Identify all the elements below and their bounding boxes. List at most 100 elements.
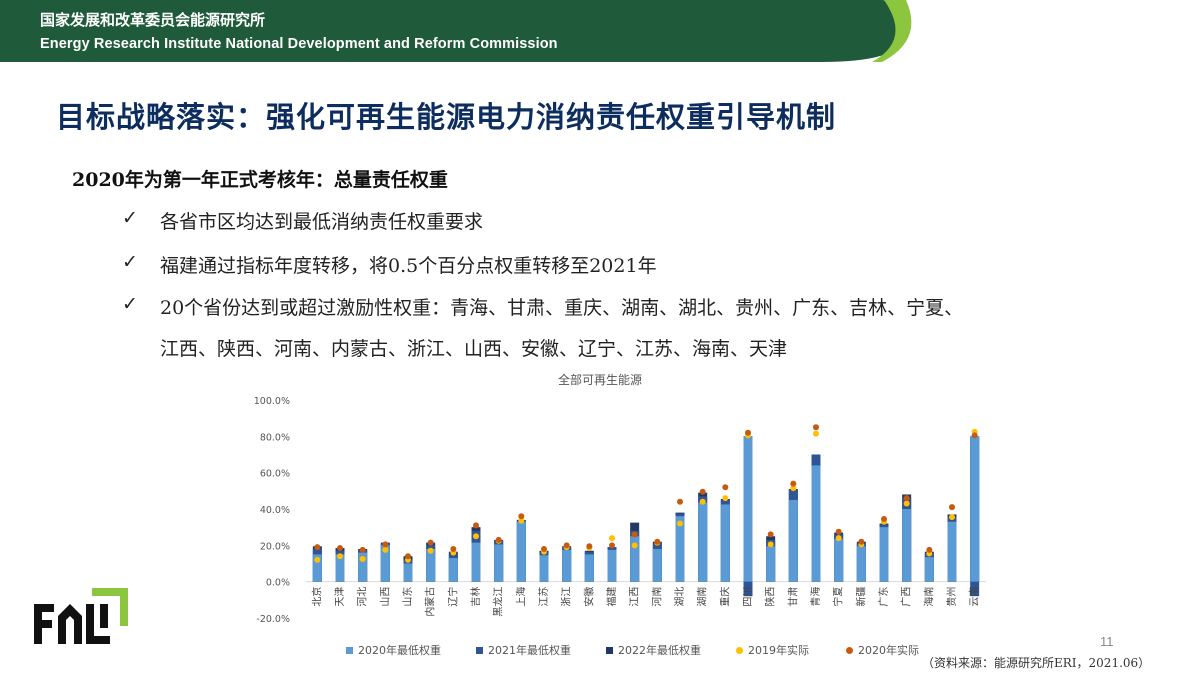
header-light-band bbox=[872, 0, 912, 62]
y-tick-label: 40.0% bbox=[260, 505, 290, 516]
source-note: （资料来源：能源研究所ERI，2021.06） bbox=[922, 656, 1151, 670]
legend-label: 2022年最低权重 bbox=[618, 643, 701, 657]
data-point bbox=[314, 556, 321, 563]
slide-subtitle: 2020年为第一年正式考核年：总量责任权重 bbox=[72, 169, 448, 191]
data-point bbox=[586, 543, 593, 550]
data-point bbox=[631, 542, 638, 549]
x-tick-label: 山东 bbox=[401, 587, 414, 607]
data-point bbox=[563, 542, 570, 549]
legend-swatch bbox=[736, 647, 743, 654]
x-tick-label: 贵州 bbox=[945, 587, 958, 607]
bar bbox=[494, 544, 504, 582]
bar bbox=[471, 542, 481, 582]
x-tick-label: 湖北 bbox=[674, 587, 686, 607]
data-point bbox=[518, 517, 525, 524]
bar bbox=[562, 549, 572, 582]
bar bbox=[788, 499, 798, 582]
data-point bbox=[835, 528, 842, 535]
data-point bbox=[903, 495, 910, 502]
bar bbox=[811, 465, 821, 582]
x-tick-label: 广西 bbox=[901, 587, 913, 607]
data-point bbox=[745, 429, 751, 436]
data-point bbox=[677, 498, 683, 505]
data-point bbox=[427, 539, 434, 546]
y-axis: -20.0% 0.0% 20.0% 40.0% 60.0% 80.0% 100.0% bbox=[254, 396, 986, 625]
bar-negative-segment bbox=[743, 581, 753, 597]
x-tick-label: 宁夏 bbox=[832, 587, 845, 607]
bar bbox=[902, 509, 912, 582]
data-point bbox=[790, 480, 797, 487]
data-point bbox=[359, 555, 366, 562]
data-point bbox=[337, 553, 343, 560]
data-point bbox=[699, 488, 706, 495]
legend-label: 2021年最低权重 bbox=[488, 643, 571, 657]
x-tick-label: 吉林 bbox=[469, 587, 482, 607]
data-point bbox=[609, 535, 615, 542]
bullet-text-4: 江西、陕西、河南、内蒙古、浙江、山西、安徽、辽宁、江苏、海南、天津 bbox=[160, 338, 788, 360]
data-point bbox=[631, 531, 638, 538]
legend-label: 2020年最低权重 bbox=[358, 643, 441, 657]
y-tick-label: 80.0% bbox=[260, 432, 290, 443]
bullet-text-3: 20个省份达到或超过激励性权重：青海、甘肃、重庆、湖南、湖北、贵州、广东、吉林、… bbox=[160, 297, 964, 319]
x-tick-label: 陕西 bbox=[764, 587, 777, 607]
bar bbox=[743, 436, 753, 582]
y-tick-label: 0.0% bbox=[266, 578, 290, 589]
data-point bbox=[949, 514, 955, 521]
x-tick-label: 甘肃 bbox=[786, 587, 799, 607]
legend-swatch bbox=[346, 647, 353, 654]
bar bbox=[924, 557, 934, 582]
data-point bbox=[903, 500, 910, 507]
check-icon: ✓ bbox=[122, 251, 138, 273]
bar bbox=[766, 546, 776, 582]
x-tick-label: 山西 bbox=[379, 587, 391, 607]
data-point bbox=[926, 546, 933, 553]
x-tick-label: 青海 bbox=[809, 587, 822, 607]
data-point bbox=[495, 536, 502, 543]
bar bbox=[652, 548, 662, 582]
bullet-text-2: 福建通过指标年度转移，将0.5个百分点权重转移至2021年 bbox=[160, 255, 657, 277]
chart-title: 全部可再生能源 bbox=[558, 372, 642, 387]
x-tick-label: 北京 bbox=[310, 587, 323, 607]
data-point bbox=[518, 513, 525, 520]
legend-swatch bbox=[606, 647, 613, 654]
data-point bbox=[677, 520, 683, 527]
y-tick-label: 20.0% bbox=[260, 541, 290, 552]
bar bbox=[539, 555, 549, 582]
bar bbox=[516, 521, 526, 582]
bar bbox=[358, 552, 368, 582]
data-point bbox=[790, 485, 797, 492]
org-name-en: Energy Research Institute National Devel… bbox=[40, 36, 558, 52]
data-point bbox=[858, 538, 865, 545]
y-tick-label: 60.0% bbox=[260, 469, 290, 480]
data-point bbox=[767, 541, 774, 548]
data-point bbox=[813, 430, 819, 437]
data-point bbox=[971, 432, 978, 439]
x-tick-label: 广东 bbox=[877, 587, 890, 607]
x-tick-label: 四川 bbox=[743, 587, 754, 607]
bar bbox=[834, 538, 844, 582]
x-tick-label: 重庆 bbox=[718, 587, 731, 607]
check-icon: ✓ bbox=[122, 207, 138, 229]
x-tick-label: 海南 bbox=[922, 587, 935, 607]
header-band bbox=[0, 0, 912, 62]
data-point bbox=[541, 545, 547, 552]
x-tick-label: 江苏 bbox=[537, 587, 550, 607]
check-icon: ✓ bbox=[122, 293, 138, 315]
point-series bbox=[314, 424, 978, 563]
data-point bbox=[699, 498, 706, 505]
data-point bbox=[405, 553, 411, 560]
data-point bbox=[450, 545, 457, 552]
data-point bbox=[473, 533, 479, 540]
slide-title: 目标战略落实：强化可再生能源电力消纳责任权重引导机制 bbox=[56, 100, 837, 134]
x-tick-label: 云南 bbox=[968, 587, 981, 607]
legend-swatch bbox=[846, 647, 853, 654]
bar bbox=[607, 549, 617, 582]
data-point bbox=[835, 535, 842, 542]
x-tick-label: 安徽 bbox=[582, 587, 595, 607]
bar bbox=[630, 536, 640, 582]
x-tick-label: 新疆 bbox=[854, 587, 867, 607]
x-tick-label: 河南 bbox=[650, 587, 663, 607]
bar bbox=[584, 554, 594, 582]
header-dark-band bbox=[0, 0, 906, 62]
bar bbox=[403, 563, 413, 582]
